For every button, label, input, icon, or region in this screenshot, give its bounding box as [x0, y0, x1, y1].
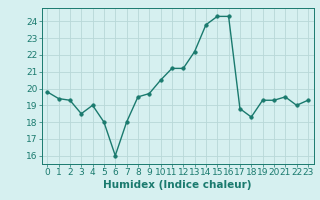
X-axis label: Humidex (Indice chaleur): Humidex (Indice chaleur)	[103, 180, 252, 190]
